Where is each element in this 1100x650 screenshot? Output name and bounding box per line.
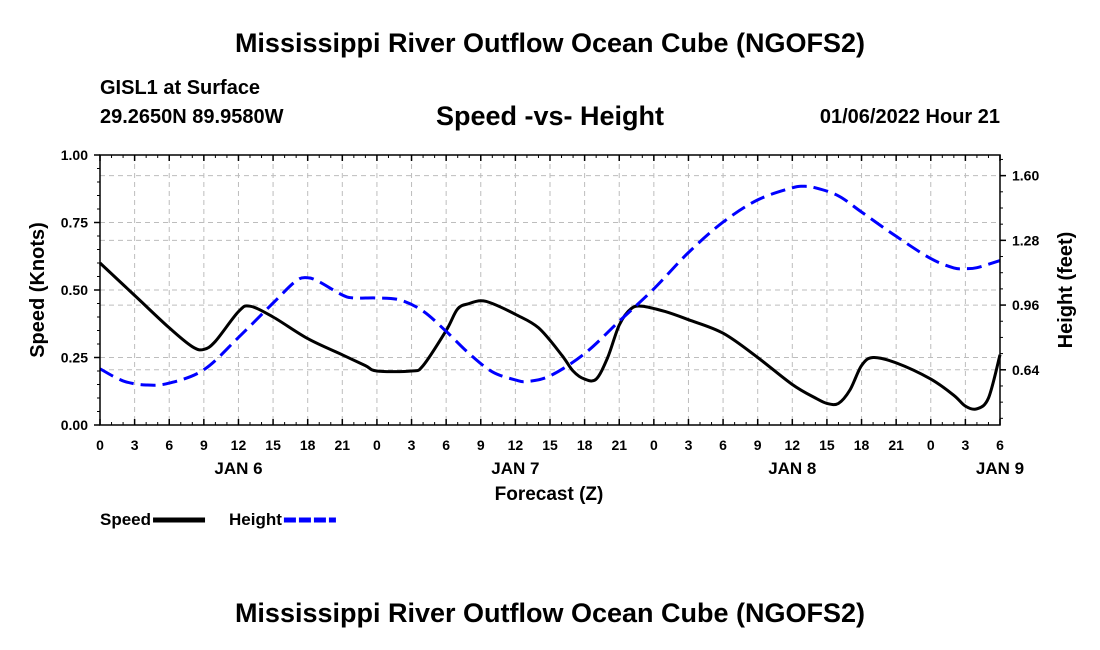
x-tick-label: 12 [231,437,247,453]
x-tick-label: 18 [300,437,316,453]
x-tick-label: 0 [927,437,935,453]
x-tick-label: 21 [611,437,627,453]
y-axis-label-right: Height (feet) [1055,232,1077,349]
x-tick-label: 3 [961,437,969,453]
legend: Speed Height [100,510,336,529]
x-tick-label: 3 [408,437,416,453]
x-tick-label: 15 [542,437,558,453]
station-coordinates: 29.2650N 89.9580W [100,106,284,128]
y-right-tick-label: 1.28 [1012,232,1039,248]
x-tick-label: 0 [650,437,658,453]
station-label: GISL1 at Surface [100,77,261,99]
x-tick-label: 12 [785,437,801,453]
x-tick-label: 18 [577,437,593,453]
x-tick-label: 6 [719,437,727,453]
x-tick-label: 3 [685,437,693,453]
x-tick-label: 18 [854,437,870,453]
x-tick-label: 15 [265,437,281,453]
y-right-tick-label: 0.64 [1012,362,1039,378]
y-left-tick-label: 1.00 [61,147,88,163]
x-tick-label: 21 [888,437,904,453]
plot-frame [99,154,1001,426]
forecast-datetime: 01/06/2022 Hour 21 [819,106,1000,128]
y-right-tick-label: 0.96 [1012,297,1039,313]
day-label: JAN 7 [491,459,539,478]
x-tick-label: 6 [996,437,1004,453]
x-axis-label: Forecast (Z) [495,484,604,505]
legend-label-speed: Speed [100,510,151,529]
x-tick-label: 3 [131,437,139,453]
x-tick-label: 21 [335,437,351,453]
series-line-height [99,184,1001,387]
x-tick-label: 9 [200,437,208,453]
y-right-tick-label: 1.60 [1012,168,1039,184]
x-tick-label: 15 [819,437,835,453]
y-left-tick-label: 0.25 [61,350,88,366]
legend-label-height: Height [229,510,282,529]
series-line-speed [98,261,1002,411]
chart-subtitle: Speed -vs- Height [435,101,665,131]
y-axis-label-left: Speed (Knots) [27,222,49,358]
x-tick-label: 6 [442,437,450,453]
x-tick-label: 9 [754,437,762,453]
x-tick-label: 6 [165,437,173,453]
x-tick-label: 9 [477,437,485,453]
chart-title: Mississippi River Outflow Ocean Cube (NG… [234,28,866,58]
day-label: JAN 8 [768,459,816,478]
x-tick-label: 0 [96,437,104,453]
x-tick-label: 12 [508,437,524,453]
y-left-tick-label: 0.75 [61,215,88,231]
day-label: JAN 9 [976,459,1024,478]
x-tick-label: 0 [373,437,381,453]
y-left-tick-label: 0.50 [61,282,88,298]
y-left-tick-label: 0.00 [61,417,88,433]
bottom-title: Mississippi River Outflow Ocean Cube (NG… [234,598,866,628]
day-label: JAN 6 [214,459,262,478]
